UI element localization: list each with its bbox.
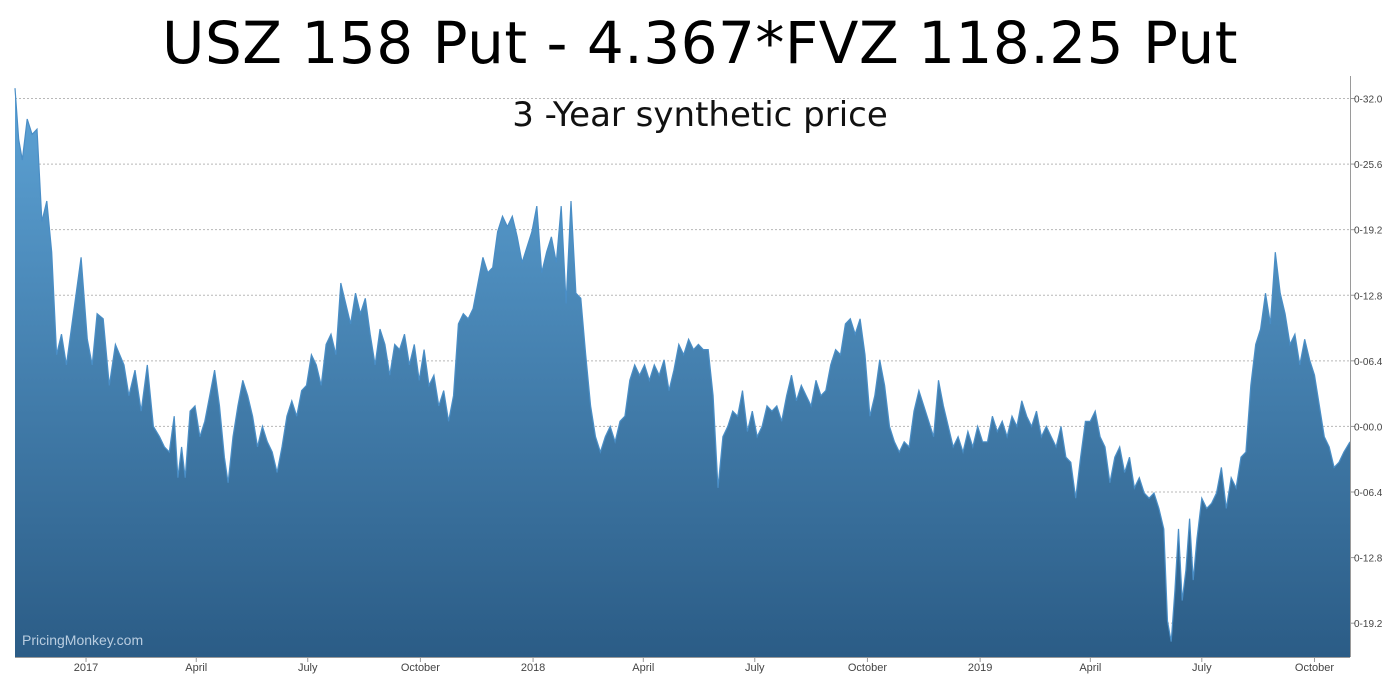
y-tick-label: 0-00.0 <box>1354 422 1383 433</box>
y-axis-ticks: 0-32.0 0-25.6 0-19.2 0-12.8 0-06.4 0-00.0 0-06… <box>1350 94 1383 630</box>
y-tick-label: 0-19.2 <box>1354 226 1383 237</box>
x-tick-label: July <box>1192 662 1212 674</box>
x-tick-label: October <box>848 662 887 674</box>
data-area <box>15 88 1350 657</box>
x-tick-label: October <box>401 662 440 674</box>
x-tick-label: July <box>745 662 765 674</box>
y-tick-label: 0-19.2 <box>1354 619 1383 630</box>
y-tick-label: 0-12.8 <box>1354 554 1383 565</box>
x-tick-label: April <box>185 662 207 674</box>
x-tick-label: 2017 <box>74 662 98 674</box>
y-tick-label: 0-25.6 <box>1354 160 1383 171</box>
chart-title: USZ 158 Put - 4.367*FVZ 118.25 Put <box>162 9 1238 77</box>
y-tick-label: 0-12.8 <box>1354 291 1383 302</box>
y-tick-label: 0-06.4 <box>1354 488 1383 499</box>
x-tick-label: 2018 <box>521 662 545 674</box>
axes <box>15 76 1351 658</box>
y-tick-label: 0-06.4 <box>1354 357 1383 368</box>
chart-subtitle: 3 -Year synthetic price <box>512 95 888 135</box>
watermark-text: PricingMonkey.com <box>22 632 144 648</box>
x-tick-label: April <box>1079 662 1101 674</box>
x-tick-label: October <box>1295 662 1334 674</box>
x-tick-label: April <box>632 662 654 674</box>
data-line <box>14 88 1351 642</box>
x-axis-ticks: 2017 April July October 2018 April July October… <box>74 657 1334 674</box>
x-tick-label: July <box>298 662 318 674</box>
x-tick-label: 2019 <box>968 662 992 674</box>
y-tick-label: 0-32.0 <box>1354 94 1383 105</box>
